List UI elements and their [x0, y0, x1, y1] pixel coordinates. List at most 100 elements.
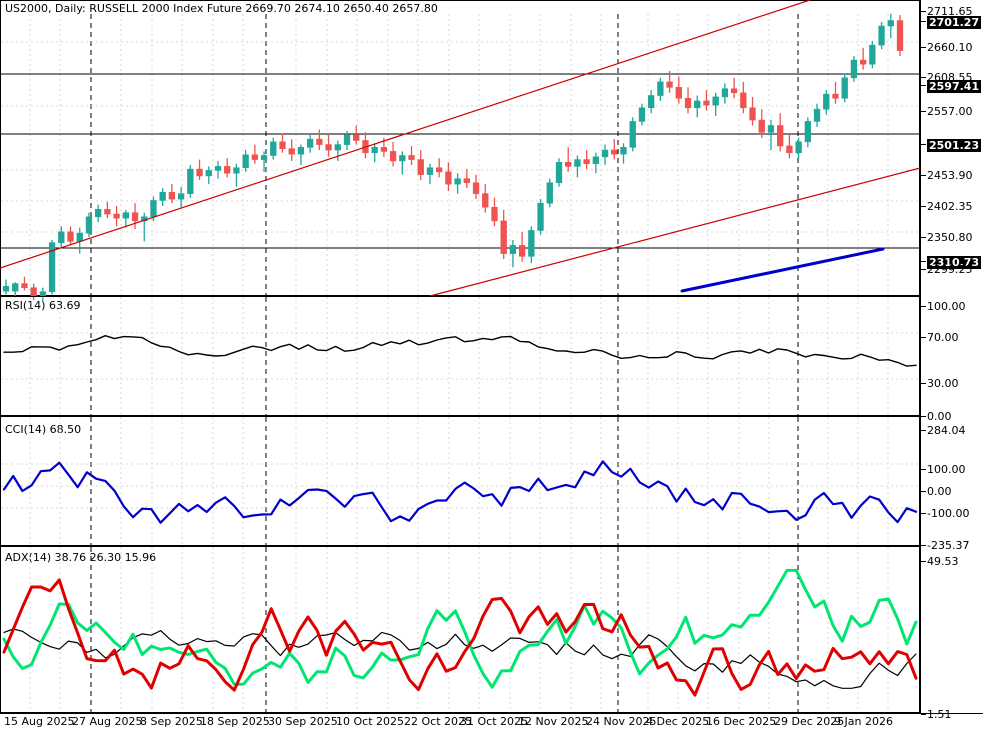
- candle-body: [721, 88, 729, 98]
- candle-body: [48, 242, 56, 293]
- candle-body: [601, 149, 609, 158]
- rsi-panel[interactable]: [0, 296, 920, 416]
- candle-body: [463, 178, 470, 184]
- candle-body: [537, 202, 544, 231]
- axis-tick: [921, 237, 926, 238]
- candle-body: [408, 155, 415, 160]
- date-label: 29 Dec 2025: [774, 715, 845, 728]
- candle-body: [850, 59, 858, 79]
- axis-tick: [921, 21, 926, 22]
- axis-tick: [921, 206, 926, 207]
- candle-body: [334, 144, 341, 151]
- candle-body: [518, 245, 526, 257]
- price-label: 1.51: [927, 708, 952, 721]
- date-label: 4 Dec 2025: [646, 715, 710, 728]
- candle-body: [436, 167, 443, 173]
- price-label: 2660.10: [927, 41, 973, 54]
- candle-body: [472, 182, 480, 194]
- candle-body: [104, 209, 111, 215]
- price-label: 100.00: [927, 463, 966, 476]
- candle-body: [675, 87, 682, 99]
- price-label: -100.00: [927, 507, 970, 520]
- candle-body: [168, 191, 176, 200]
- upper-trendline[interactable]: [0, 0, 811, 269]
- axis-tick: [921, 175, 926, 176]
- candle-body: [95, 209, 102, 218]
- candle-body: [214, 166, 222, 171]
- candle-body: [205, 170, 212, 177]
- price-label: 2557.00: [927, 105, 973, 118]
- candle-body: [187, 168, 194, 194]
- chart-title: US2000, Daily: RUSSELL 2000 Index Future…: [5, 2, 438, 15]
- candle-body: [887, 20, 894, 27]
- candle-body: [343, 134, 351, 145]
- candle-body: [426, 167, 434, 175]
- price-label: 30.00: [927, 377, 959, 390]
- di-plus-line: [2, 568, 918, 689]
- candle-body: [878, 25, 885, 46]
- candle-body: [740, 92, 747, 109]
- date-label: 31 Oct 2025: [460, 715, 529, 728]
- price-label-highlighted[interactable]: 2310.73: [927, 256, 982, 269]
- price-label-highlighted[interactable]: 2501.23: [927, 139, 982, 152]
- candle-body: [380, 147, 388, 152]
- candle-body: [233, 167, 240, 174]
- candle-body: [528, 230, 535, 257]
- axis-tick: [921, 491, 926, 492]
- candle-body: [555, 162, 563, 184]
- candle-body: [297, 147, 305, 155]
- price-label-highlighted[interactable]: 2597.41: [927, 80, 982, 93]
- axis-tick: [921, 714, 926, 715]
- candle-body: [445, 171, 452, 185]
- candle-body: [177, 193, 185, 200]
- axis-tick: [921, 513, 926, 514]
- axis-tick: [921, 77, 926, 78]
- moving-average[interactable]: [680, 247, 885, 293]
- price-label: 2299.25: [927, 263, 973, 276]
- candle-body: [777, 125, 784, 147]
- price-axis-spine: [920, 0, 921, 713]
- candle-series: [2, 13, 904, 302]
- lower-trendline[interactable]: [429, 167, 921, 297]
- price-panel[interactable]: [0, 0, 920, 296]
- price-label: 2453.90: [927, 169, 973, 182]
- axis-tick: [921, 383, 926, 384]
- candle-body: [371, 147, 378, 154]
- price-label: 49.53: [927, 555, 959, 568]
- candle-body: [758, 119, 765, 133]
- candle-body: [122, 212, 129, 219]
- rsi-label: RSI(14) 63.69: [5, 299, 81, 312]
- candle-body: [316, 138, 323, 145]
- candle-body: [684, 97, 692, 109]
- adx-panel[interactable]: [0, 546, 920, 713]
- candle-body: [859, 59, 867, 65]
- price-label: 0.00: [927, 410, 952, 423]
- price-label: 2402.35: [927, 200, 973, 213]
- candle-body: [574, 159, 581, 167]
- candle-body: [251, 154, 259, 160]
- candle-body: [389, 151, 397, 162]
- price-label: 2350.80: [927, 231, 973, 244]
- candle-body: [279, 141, 286, 149]
- axis-tick: [921, 561, 926, 562]
- candle-body: [767, 125, 775, 133]
- rsi-line: [3, 335, 917, 367]
- axis-tick: [921, 545, 926, 546]
- candle-body: [260, 155, 268, 160]
- date-label: 9 Jan 2026: [834, 715, 893, 728]
- candle-body: [242, 154, 249, 169]
- candle-body: [546, 182, 553, 204]
- price-label: 284.04: [927, 424, 966, 437]
- cci-panel[interactable]: [0, 416, 920, 546]
- date-axis-line: [0, 713, 983, 714]
- price-label-highlighted[interactable]: 2701.27: [927, 16, 982, 29]
- price-label: 0.00: [927, 485, 952, 498]
- price-label: 2608.55: [927, 71, 973, 84]
- cci-label: CCI(14) 68.50: [5, 423, 82, 436]
- candle-body: [509, 245, 517, 254]
- candle-body: [113, 213, 120, 219]
- candle-body: [85, 216, 93, 234]
